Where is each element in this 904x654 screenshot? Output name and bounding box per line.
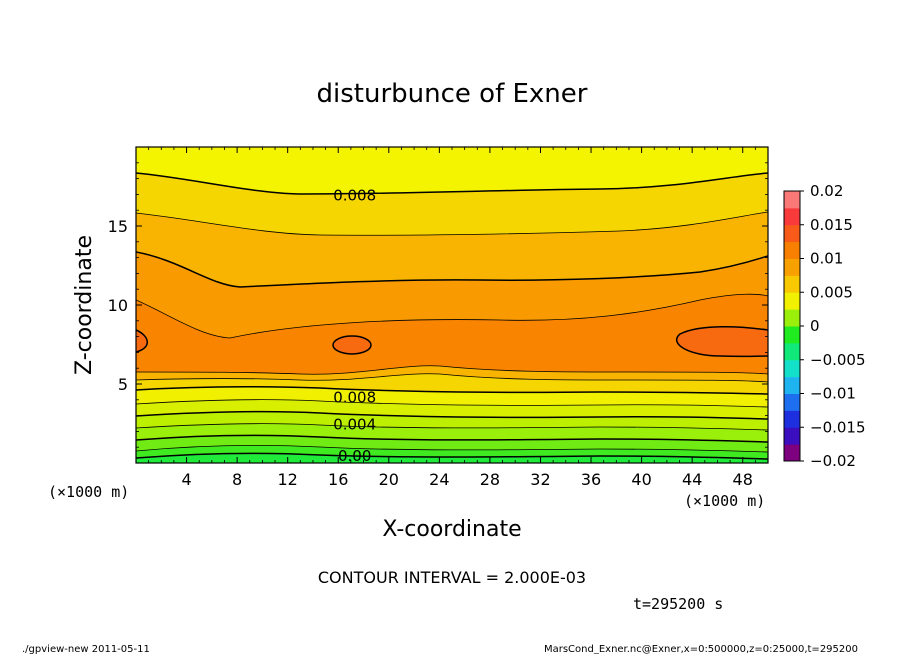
contour-line-high-right bbox=[676, 326, 768, 358]
x-tick-label: 20 bbox=[379, 470, 399, 489]
contour-label: 0.008 bbox=[333, 186, 376, 204]
x-tick-label: 24 bbox=[429, 470, 449, 489]
colorbar-segment bbox=[784, 376, 800, 394]
x-tick-label: 36 bbox=[581, 470, 601, 489]
y-axis-label: Z-coordinate bbox=[72, 235, 97, 375]
colorbar-segment bbox=[784, 224, 800, 243]
x-axis: 4 8 12 16 20 24 28 32 36 40 44 48 bbox=[148, 147, 756, 489]
y-tick-label: 10 bbox=[108, 296, 128, 315]
colorbar-segment bbox=[784, 342, 800, 361]
colorbar-tick-label: 0.01 bbox=[810, 250, 843, 268]
contour-line-0.011 bbox=[136, 293, 768, 339]
chart-title: disturbunce of Exner bbox=[317, 79, 588, 109]
colorbar-tick-label: −0.01 bbox=[810, 385, 856, 403]
colorbar-segment bbox=[784, 275, 800, 293]
x-tick-label: 16 bbox=[328, 470, 348, 489]
x-unit-left: (×1000 m) bbox=[48, 483, 129, 501]
field-band-13 bbox=[136, 453, 768, 463]
contour-line-0.006 bbox=[136, 399, 768, 408]
x-tick-label: 40 bbox=[631, 470, 651, 489]
x-tick-label: 4 bbox=[181, 470, 191, 489]
contour-line-high-left bbox=[136, 329, 148, 353]
high-blob-right bbox=[676, 326, 768, 357]
colorbar-segment bbox=[784, 444, 800, 462]
contour-line-0.002 bbox=[136, 434, 768, 443]
footer-left: ./gpview-new 2011-05-11 bbox=[22, 644, 150, 654]
contour-line-0.008-upper bbox=[136, 172, 768, 195]
contour-line-0.009 bbox=[136, 373, 768, 383]
x-tick-label: 8 bbox=[232, 470, 242, 489]
footer-right: MarsCond_Exner.nc@Exner,x=0:500000,z=0:2… bbox=[544, 644, 858, 654]
contour-line-0.01-upper bbox=[136, 251, 768, 288]
contour-line-0.001 bbox=[136, 444, 768, 453]
colorbar-segment bbox=[784, 326, 800, 344]
x-unit-right: (×1000 m) bbox=[684, 492, 765, 510]
x-axis-label: X-coordinate bbox=[382, 517, 521, 542]
colorbar-segment bbox=[784, 410, 800, 428]
x-tick-label: 12 bbox=[278, 470, 298, 489]
colorbar-segment bbox=[784, 393, 800, 411]
x-tick-label: 48 bbox=[733, 470, 753, 489]
y-tick-label: 5 bbox=[118, 375, 128, 394]
colorbar-tick-label: −0.005 bbox=[810, 351, 866, 369]
contour-line-upper-thin bbox=[136, 211, 768, 236]
contour-line-0.004 bbox=[136, 410, 768, 420]
contour-line-0.00 bbox=[136, 452, 768, 460]
high-blob-center bbox=[333, 336, 371, 354]
contour-label: 0.004 bbox=[333, 416, 376, 434]
colorbar-tick-label: −0.015 bbox=[810, 418, 866, 436]
contour-label: 0.008 bbox=[333, 389, 376, 407]
y-axis: 5 10 15 bbox=[108, 162, 768, 448]
colorbar-tick-label: 0.015 bbox=[810, 216, 853, 234]
colorbar-tick-label: −0.02 bbox=[810, 452, 856, 470]
high-blob-left bbox=[136, 330, 148, 352]
x-tick-label: 28 bbox=[480, 470, 500, 489]
contour-lines bbox=[136, 172, 768, 460]
contour-label: 0.00 bbox=[338, 447, 371, 465]
contour-line-high-center bbox=[332, 335, 372, 355]
colorbar-tick-label: 0 bbox=[810, 317, 820, 335]
colorbar-segment bbox=[784, 207, 800, 226]
colorbar-tick-label: 0.02 bbox=[810, 182, 843, 200]
contour-line-0.01-lower bbox=[136, 365, 768, 375]
colorbar-segment bbox=[784, 309, 800, 327]
x-tick-label: 32 bbox=[530, 470, 550, 489]
colorbar-tick-label: 0.005 bbox=[810, 283, 853, 301]
y-tick-label: 15 bbox=[108, 217, 128, 236]
colorbar-segment bbox=[784, 427, 800, 445]
colorbar: 0.02 0.015 0.01 0.005 0 −0.005 −0.01 −0.015 −0.0… bbox=[783, 182, 866, 470]
contour-interval: CONTOUR INTERVAL = 2.000E-03 bbox=[318, 568, 586, 587]
colorbar-segment bbox=[784, 292, 800, 310]
colorbar-segment bbox=[784, 241, 800, 259]
colorbar-segment bbox=[784, 191, 800, 209]
contour-labels: 0.008 0.008 0.004 0.00 bbox=[333, 186, 376, 465]
contour-field bbox=[136, 147, 768, 463]
x-tick-label: 44 bbox=[682, 470, 702, 489]
contour-line-0.008-lower bbox=[136, 385, 768, 395]
colorbar-segment bbox=[784, 359, 800, 378]
contour-line-0.003 bbox=[136, 423, 768, 431]
time-label: t=295200 s bbox=[633, 595, 723, 613]
colorbar-segment bbox=[784, 258, 800, 276]
